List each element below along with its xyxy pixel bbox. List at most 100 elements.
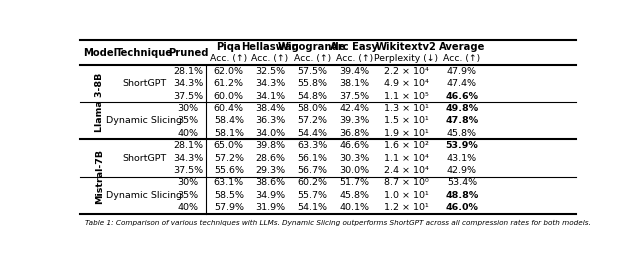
Text: Acc. (↑): Acc. (↑) [252, 54, 289, 64]
Text: Acc. (↑): Acc. (↑) [336, 54, 373, 64]
Text: 39.8%: 39.8% [255, 141, 285, 150]
Text: 51.7%: 51.7% [339, 178, 369, 187]
Text: 53.9%: 53.9% [445, 141, 478, 150]
Text: 48.8%: 48.8% [445, 191, 479, 200]
Text: 2.4 × 10⁴: 2.4 × 10⁴ [384, 166, 429, 175]
Text: 42.4%: 42.4% [339, 104, 369, 113]
Text: 46.6%: 46.6% [339, 141, 369, 150]
Text: 37.5%: 37.5% [173, 166, 203, 175]
Text: 47.9%: 47.9% [447, 67, 477, 76]
Text: 34.0%: 34.0% [255, 129, 285, 138]
Text: 63.3%: 63.3% [297, 141, 327, 150]
Text: Average: Average [439, 42, 485, 52]
Text: 30.3%: 30.3% [339, 154, 369, 162]
Text: 34.3%: 34.3% [255, 79, 285, 88]
Text: 54.8%: 54.8% [297, 92, 327, 100]
Text: 57.2%: 57.2% [297, 116, 327, 125]
Text: Table 1: Comparison of various techniques with LLMs. Dynamic Slicing outperforms: Table 1: Comparison of various technique… [85, 220, 591, 226]
Text: 2.2 × 10⁴: 2.2 × 10⁴ [384, 67, 429, 76]
Text: 4.9 × 10⁴: 4.9 × 10⁴ [384, 79, 429, 88]
Text: 1.1 × 10⁵: 1.1 × 10⁵ [384, 92, 429, 100]
Text: 1.6 × 10²: 1.6 × 10² [384, 141, 429, 150]
Text: 34.3%: 34.3% [173, 79, 204, 88]
Text: 38.6%: 38.6% [255, 178, 285, 187]
Text: 37.5%: 37.5% [339, 92, 369, 100]
Text: 38.1%: 38.1% [339, 79, 369, 88]
Text: Piqa: Piqa [216, 42, 241, 52]
Text: 34.3%: 34.3% [173, 154, 204, 162]
Text: 56.1%: 56.1% [297, 154, 327, 162]
Text: 1.2 × 10¹: 1.2 × 10¹ [384, 203, 429, 212]
Text: 57.9%: 57.9% [214, 203, 244, 212]
Text: 40.1%: 40.1% [339, 203, 369, 212]
Text: Model: Model [83, 48, 117, 58]
Text: 35%: 35% [177, 116, 198, 125]
Text: 40%: 40% [178, 129, 198, 138]
Text: 46.0%: 46.0% [445, 203, 478, 212]
Text: 1.0 × 10¹: 1.0 × 10¹ [384, 191, 429, 200]
Text: 28.1%: 28.1% [173, 141, 203, 150]
Text: Acc. (↑): Acc. (↑) [210, 54, 248, 64]
Text: 54.4%: 54.4% [297, 129, 327, 138]
Text: 58.1%: 58.1% [214, 129, 244, 138]
Text: 58.4%: 58.4% [214, 116, 244, 125]
Text: 39.4%: 39.4% [339, 67, 369, 76]
Text: 1.9 × 10¹: 1.9 × 10¹ [384, 129, 429, 138]
Text: 62.0%: 62.0% [214, 67, 244, 76]
Text: 65.0%: 65.0% [214, 141, 244, 150]
Text: 55.6%: 55.6% [214, 166, 244, 175]
Text: 30%: 30% [177, 104, 198, 113]
Text: 35%: 35% [177, 191, 198, 200]
Text: 37.5%: 37.5% [173, 92, 203, 100]
Text: 28.6%: 28.6% [255, 154, 285, 162]
Text: ShortGPT: ShortGPT [122, 79, 166, 88]
Text: 60.0%: 60.0% [214, 92, 244, 100]
Text: 36.3%: 36.3% [255, 116, 285, 125]
Text: 43.1%: 43.1% [447, 154, 477, 162]
Text: 31.9%: 31.9% [255, 203, 285, 212]
Text: 1.1 × 10⁴: 1.1 × 10⁴ [384, 154, 429, 162]
Text: 57.5%: 57.5% [297, 67, 327, 76]
Text: 45.8%: 45.8% [447, 129, 477, 138]
Text: 57.2%: 57.2% [214, 154, 244, 162]
Text: Hellaswag: Hellaswag [241, 42, 299, 52]
Text: 29.3%: 29.3% [255, 166, 285, 175]
Text: 34.9%: 34.9% [255, 191, 285, 200]
Text: 42.9%: 42.9% [447, 166, 477, 175]
Text: 8.7 × 10⁰: 8.7 × 10⁰ [384, 178, 429, 187]
Text: 30%: 30% [177, 178, 198, 187]
Text: 38.4%: 38.4% [255, 104, 285, 113]
Text: 58.5%: 58.5% [214, 191, 244, 200]
Text: 60.2%: 60.2% [297, 178, 327, 187]
Text: Pruned: Pruned [168, 48, 209, 58]
Text: 36.8%: 36.8% [339, 129, 369, 138]
Text: 1.3 × 10¹: 1.3 × 10¹ [384, 104, 429, 113]
Text: Wikitextv2: Wikitextv2 [376, 42, 437, 52]
Text: 39.3%: 39.3% [339, 116, 369, 125]
Text: 40%: 40% [178, 203, 198, 212]
Text: 60.4%: 60.4% [214, 104, 244, 113]
Text: 63.1%: 63.1% [214, 178, 244, 187]
Text: 56.7%: 56.7% [297, 166, 327, 175]
Text: 49.8%: 49.8% [445, 104, 479, 113]
Text: 47.4%: 47.4% [447, 79, 477, 88]
Text: Dynamic Slicing: Dynamic Slicing [106, 116, 182, 125]
Text: Mistral-7B: Mistral-7B [95, 149, 104, 204]
Text: 1.5 × 10¹: 1.5 × 10¹ [384, 116, 429, 125]
Text: 61.2%: 61.2% [214, 79, 244, 88]
Text: 46.6%: 46.6% [445, 92, 479, 100]
Text: Arc Easy: Arc Easy [330, 42, 378, 52]
Text: Dynamic Slicing: Dynamic Slicing [106, 191, 182, 200]
Text: 28.1%: 28.1% [173, 67, 203, 76]
Text: 54.1%: 54.1% [297, 203, 327, 212]
Text: 58.0%: 58.0% [297, 104, 327, 113]
Text: 55.7%: 55.7% [297, 191, 327, 200]
Text: Llama 3-8B: Llama 3-8B [95, 73, 104, 132]
Text: 53.4%: 53.4% [447, 178, 477, 187]
Text: Winogrande: Winogrande [278, 42, 346, 52]
Text: Perplexity (↓): Perplexity (↓) [374, 54, 438, 64]
Text: 32.5%: 32.5% [255, 67, 285, 76]
Text: 30.0%: 30.0% [339, 166, 369, 175]
Text: 45.8%: 45.8% [339, 191, 369, 200]
Text: 55.8%: 55.8% [297, 79, 327, 88]
